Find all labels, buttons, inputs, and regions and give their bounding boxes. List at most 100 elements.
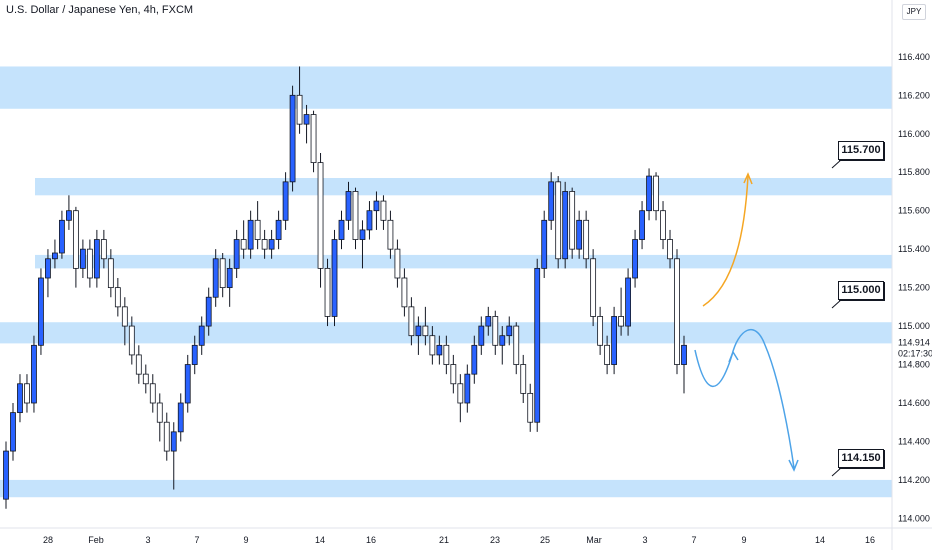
candle-body (478, 325, 485, 346)
x-tick-label: Mar (586, 535, 602, 545)
candle-body (100, 239, 107, 260)
candle-body (373, 200, 380, 212)
candle-body (128, 325, 135, 356)
x-tick-label: 23 (490, 535, 500, 545)
level-label-115-000[interactable]: 115.000 (838, 281, 884, 300)
candle-body (632, 239, 638, 279)
zone-4 (0, 479, 892, 498)
arrow-head-orange (743, 172, 753, 185)
candle-body (625, 277, 631, 327)
y-tick-label: 114.000 (898, 513, 930, 523)
x-tick-label: 7 (691, 535, 696, 545)
candle-body (576, 219, 583, 250)
candle-body (443, 344, 450, 365)
x-tick-label: 25 (540, 535, 550, 545)
projection-orange (702, 175, 749, 307)
x-tick-label: 14 (315, 535, 325, 545)
candle-body (38, 277, 44, 346)
candle-body (541, 219, 548, 269)
candle-body (646, 175, 652, 212)
y-tick-label: 114.400 (898, 436, 930, 446)
x-tick-label: Feb (88, 535, 104, 545)
countdown-label: 02:17:30 (898, 349, 932, 359)
candle-body (387, 219, 394, 250)
candle-body (261, 239, 268, 250)
candle-body (66, 210, 72, 221)
candle-body (408, 306, 415, 337)
candle-body (471, 344, 478, 375)
y-tick-label: 116.000 (898, 129, 930, 139)
zone-0 (0, 66, 892, 109)
candle-body (289, 94, 296, 183)
candle-body (422, 325, 429, 337)
x-tick-label: 9 (243, 535, 248, 545)
level-label-114-150[interactable]: 114.150 (838, 449, 884, 468)
candle-body (205, 296, 212, 327)
candle-body (275, 219, 282, 240)
x-tick-label: 16 (865, 535, 875, 545)
candle-body (114, 287, 121, 308)
candle-body (219, 258, 226, 289)
candle-body (394, 248, 401, 279)
candle-body (492, 316, 499, 346)
candle-body (226, 267, 233, 289)
candle-body (254, 219, 261, 240)
candle-body (268, 239, 275, 250)
last-price-label: 114.914 (898, 338, 930, 348)
projection-blue (694, 329, 795, 469)
candle-body (436, 344, 443, 356)
zone-3 (0, 322, 892, 344)
candle-body (618, 316, 624, 327)
arrow-head-blue-2 (788, 459, 799, 472)
x-tick-label: 7 (194, 535, 199, 545)
candle-body (667, 239, 673, 260)
candle-body (184, 364, 191, 404)
x-tick-label: 28 (43, 535, 53, 545)
candle-body (464, 373, 471, 404)
candle-body (79, 248, 86, 269)
candle-body (45, 258, 51, 279)
candle-body (317, 162, 324, 269)
candle-body (156, 402, 163, 423)
candle-body (527, 392, 534, 423)
candle-body (359, 229, 366, 240)
candle-body (597, 316, 604, 346)
candle-body (548, 181, 555, 221)
level-pointer (831, 158, 843, 169)
candle-body (93, 239, 100, 279)
candle-body (170, 431, 177, 452)
candle-body (31, 344, 37, 404)
y-tick-label: 114.600 (898, 398, 930, 408)
candle-body (569, 191, 576, 250)
y-tick-label: 114.800 (898, 360, 930, 370)
candle-body (562, 191, 569, 260)
candle-body (233, 239, 240, 269)
candle-body (583, 219, 590, 260)
candle-body (534, 267, 541, 423)
y-tick-label: 115.200 (898, 283, 930, 293)
candle-body (10, 412, 16, 452)
candle-body (191, 344, 198, 365)
candle-body (72, 210, 79, 269)
candle-body (660, 210, 666, 240)
currency-badge[interactable]: JPY (902, 4, 926, 20)
candle-body (17, 383, 23, 414)
candle-body (485, 316, 492, 327)
candle-body (149, 383, 156, 404)
candle-body (121, 306, 128, 327)
level-label-115-700[interactable]: 115.700 (838, 141, 884, 160)
candle-body (520, 364, 527, 394)
y-tick-label: 115.800 (898, 167, 930, 177)
candle-body (513, 325, 520, 365)
x-tick-label: 9 (741, 535, 746, 545)
candle-body (352, 191, 359, 240)
y-tick-label: 114.200 (898, 475, 930, 485)
candle-body (142, 373, 149, 385)
y-tick-label: 116.200 (898, 90, 930, 100)
candle-body (555, 181, 562, 260)
candle-body (107, 258, 114, 289)
candle-body (604, 344, 611, 365)
y-tick-label: 116.400 (898, 52, 930, 62)
candle-body (429, 335, 436, 356)
